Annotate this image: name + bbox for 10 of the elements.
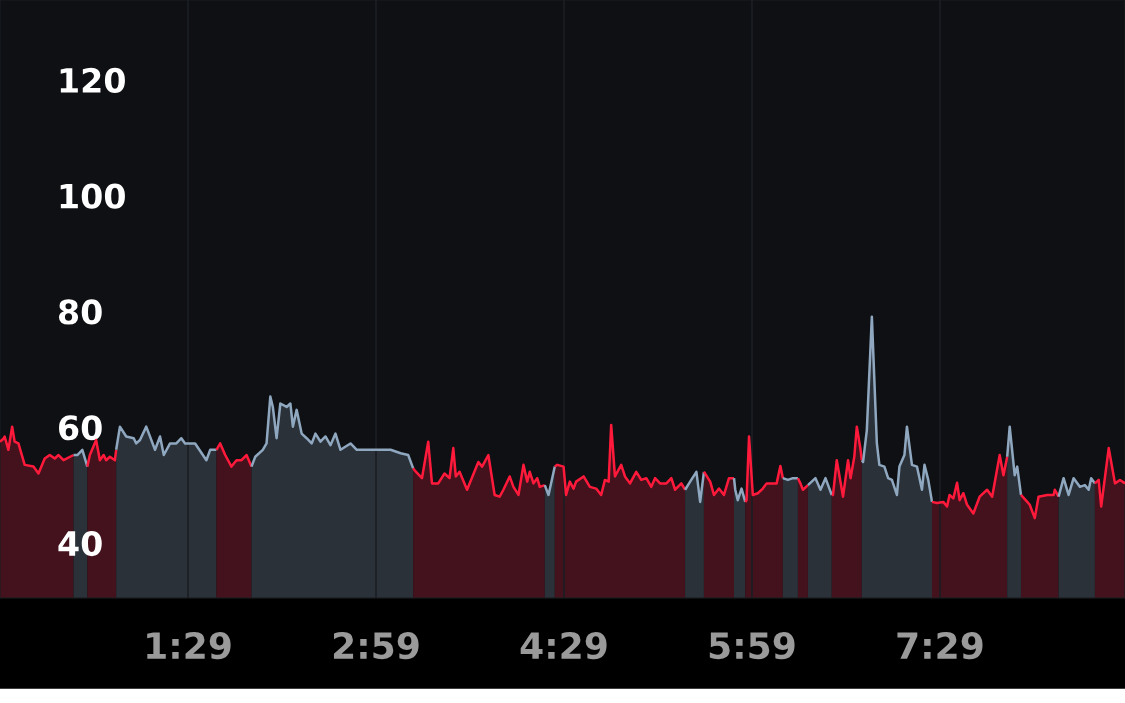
y-tick-label: 120 [60, 67, 125, 94]
y-tick-label: 100 [60, 183, 125, 209]
x-tick-label: 4:29 [520, 631, 607, 660]
x-tick-label: 7:29 [897, 631, 983, 660]
x-tick-label: 1:29 [147, 631, 231, 660]
x-tick-label: 5:59 [709, 632, 795, 660]
y-tick-label: 40 [58, 530, 102, 557]
y-tick-label: 80 [58, 299, 102, 325]
x-tick-label: 2:59 [333, 631, 419, 660]
y-tick-label: 60 [59, 415, 102, 441]
